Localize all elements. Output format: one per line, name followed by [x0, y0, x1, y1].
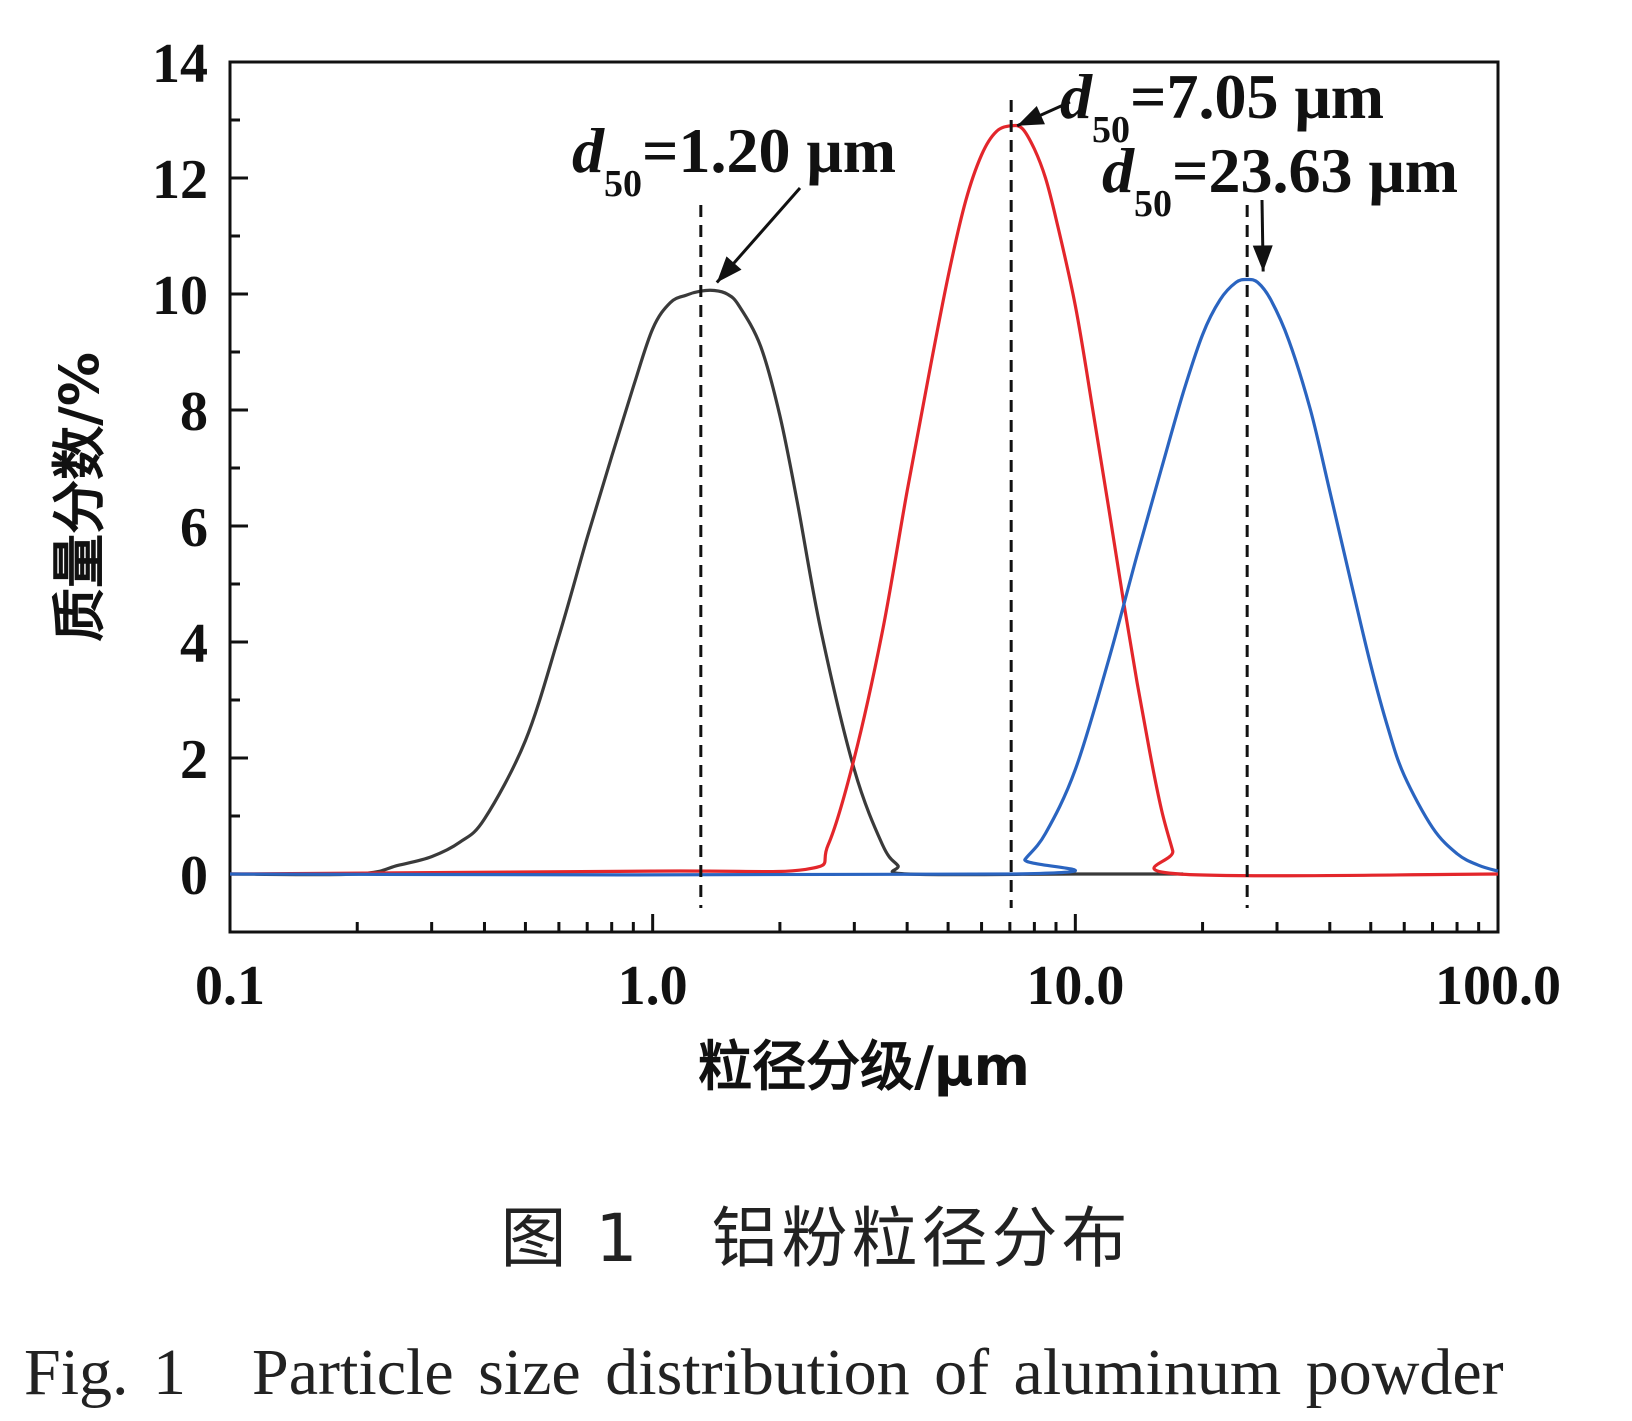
x-tick-label: 10.0 [1026, 955, 1124, 1017]
y-tick-label: 12 [152, 149, 208, 211]
y-tick-label: 10 [152, 265, 208, 327]
y-tick-label: 6 [180, 497, 208, 559]
plot-frame [228, 60, 1500, 934]
y-tick-label: 4 [180, 613, 208, 675]
series-line-2 [229, 123, 1499, 878]
y-axis-ticks: 0 2 4 6 8 10 12 14 [152, 33, 248, 907]
series-line-1 [229, 288, 1184, 877]
y-tick-label: 8 [180, 381, 208, 443]
d50-arrow-head [716, 256, 742, 283]
d50-arrow-head [1017, 106, 1045, 126]
series-group [229, 123, 1499, 878]
figure-caption-english: Fig. 1 Particle size distribution of alu… [24, 1336, 1504, 1409]
d50-annotation-label: d50=7.05 μm [1060, 61, 1384, 151]
y-tick-label: 14 [152, 33, 208, 95]
y-tick-label: 2 [180, 729, 208, 791]
series-line-3 [229, 277, 1499, 877]
x-axis-title: 粒径分级/μm [698, 1035, 1030, 1098]
figure-caption-chinese: 图 1 铝粉粒径分布 [500, 1200, 1132, 1277]
x-tick-label: 1.0 [618, 955, 688, 1017]
x-tick-label: 0.1 [195, 955, 265, 1017]
x-axis-ticks: 0.1 1.0 10.0 100.0 [195, 914, 1561, 1017]
x-tick-label: 100.0 [1435, 955, 1561, 1017]
y-tick-label: 0 [180, 845, 208, 907]
d50-arrow-head [1252, 245, 1273, 272]
d50-annotation-label: d50=23.63 μm [1102, 135, 1458, 225]
d50-annotation-label: d50=1.20 μm [572, 115, 896, 205]
y-axis-title: 质量分数/% [48, 352, 111, 642]
